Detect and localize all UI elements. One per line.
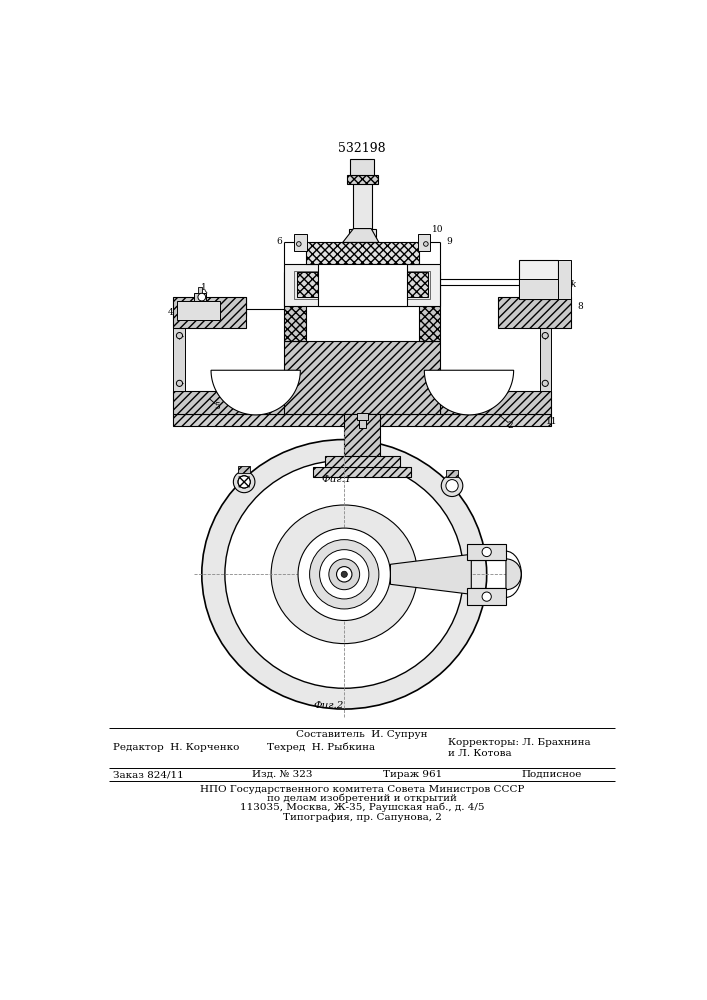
Circle shape <box>542 333 549 339</box>
Bar <box>356 413 368 420</box>
Text: 113035, Москва, Ж-35, Раушская наб., д. 4/5: 113035, Москва, Ж-35, Раушская наб., д. … <box>240 802 484 812</box>
Bar <box>407 272 428 297</box>
Text: Типография, пр. Сапунова, 2: Типография, пр. Сапунова, 2 <box>283 813 441 822</box>
Bar <box>313 466 411 477</box>
Polygon shape <box>424 370 514 415</box>
Bar <box>173 391 285 414</box>
Bar <box>173 327 185 391</box>
Circle shape <box>176 333 182 339</box>
Circle shape <box>198 293 206 301</box>
Text: 7: 7 <box>293 300 299 309</box>
Text: Заказ 824/11: Заказ 824/11 <box>113 770 184 779</box>
Text: Тираж 961: Тираж 961 <box>382 770 442 779</box>
Text: 3: 3 <box>307 285 312 294</box>
Circle shape <box>446 480 458 492</box>
Circle shape <box>482 547 491 557</box>
Bar <box>359 420 366 428</box>
Circle shape <box>320 550 369 599</box>
Text: 6: 6 <box>276 237 281 246</box>
Bar <box>440 391 551 414</box>
Circle shape <box>441 475 463 497</box>
Circle shape <box>542 380 549 386</box>
Text: 11: 11 <box>547 417 558 426</box>
Bar <box>540 327 551 391</box>
Bar <box>284 341 440 414</box>
Text: НПО Государственного комитета Совета Министров СССР: НПО Государственного комитета Совета Мин… <box>200 785 524 794</box>
Circle shape <box>329 559 360 590</box>
Ellipse shape <box>201 440 486 709</box>
Text: Редактор  Н. Корченко: Редактор Н. Корченко <box>113 743 240 752</box>
Bar <box>294 271 431 299</box>
Bar <box>177 301 219 320</box>
Bar <box>344 414 380 459</box>
Bar <box>173 297 247 328</box>
Bar <box>318 264 407 306</box>
Bar <box>296 272 318 297</box>
Bar <box>284 272 305 341</box>
Circle shape <box>233 471 255 493</box>
Circle shape <box>176 380 182 386</box>
Bar <box>198 287 201 293</box>
Bar <box>325 456 399 468</box>
Text: 8: 8 <box>578 302 583 311</box>
Text: 4: 4 <box>168 308 173 317</box>
Bar <box>353 182 372 229</box>
Bar <box>419 272 440 341</box>
Bar <box>558 260 571 299</box>
Bar <box>194 293 206 301</box>
Polygon shape <box>211 370 300 415</box>
Text: Корректоры: Л. Брахнина: Корректоры: Л. Брахнина <box>448 738 591 747</box>
Bar <box>498 297 571 328</box>
Text: 2: 2 <box>507 421 513 430</box>
Text: Составитель  И. Супрун: Составитель И. Супрун <box>296 730 428 739</box>
Text: Подписное: Подписное <box>521 770 582 779</box>
Text: 10: 10 <box>433 225 444 234</box>
Bar <box>519 279 558 299</box>
Circle shape <box>337 567 352 582</box>
Text: 5: 5 <box>214 402 220 411</box>
Bar <box>294 234 307 251</box>
Ellipse shape <box>271 505 417 644</box>
Bar <box>173 414 551 426</box>
Circle shape <box>341 571 347 577</box>
Bar <box>349 229 376 242</box>
Text: 9: 9 <box>447 237 452 246</box>
Bar <box>238 466 250 473</box>
Polygon shape <box>390 554 472 594</box>
Wedge shape <box>506 559 521 590</box>
Bar <box>418 234 431 251</box>
Text: 8: 8 <box>353 608 358 617</box>
Circle shape <box>238 476 250 488</box>
Text: Фиг.1: Фиг.1 <box>322 475 351 484</box>
Text: Изд. № 323: Изд. № 323 <box>252 770 312 779</box>
Text: 532198: 532198 <box>338 142 386 155</box>
Circle shape <box>296 242 301 246</box>
Circle shape <box>482 592 491 601</box>
Ellipse shape <box>225 460 464 688</box>
Bar <box>346 175 378 184</box>
Bar <box>284 264 440 306</box>
Circle shape <box>298 528 390 620</box>
Text: по делам изобретений и открытий: по делам изобретений и открытий <box>267 794 457 803</box>
Bar <box>305 242 419 264</box>
Bar <box>351 159 374 175</box>
Bar <box>446 470 458 477</box>
Polygon shape <box>343 229 379 242</box>
Text: и Л. Котова: и Л. Котова <box>448 749 512 758</box>
Circle shape <box>423 242 428 246</box>
Bar <box>519 260 558 299</box>
Circle shape <box>310 540 379 609</box>
Text: Техред  Н. Рыбкина: Техред Н. Рыбкина <box>267 743 375 752</box>
Bar <box>467 588 506 605</box>
Text: k: k <box>571 280 576 289</box>
Bar <box>467 544 506 560</box>
Text: 1: 1 <box>201 283 207 292</box>
Text: Фиг.2: Фиг.2 <box>314 701 344 710</box>
